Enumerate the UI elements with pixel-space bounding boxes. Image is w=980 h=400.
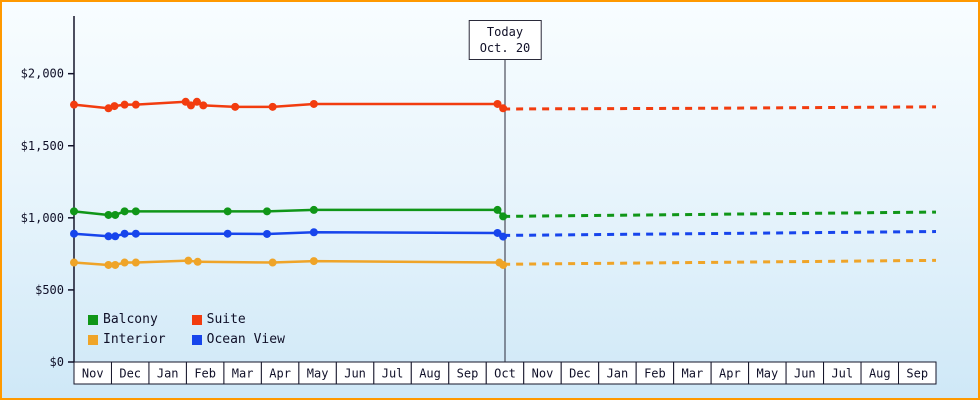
- today-label: Today: [486, 25, 524, 39]
- svg-text:Nov: Nov: [82, 367, 104, 381]
- legend-item-balcony: Balcony: [88, 312, 166, 327]
- svg-text:May: May: [757, 367, 779, 381]
- suite-swatch-icon: [191, 314, 202, 325]
- svg-text:Feb: Feb: [644, 367, 666, 381]
- today-marker: Today Oct. 20: [468, 20, 542, 60]
- svg-text:Sep: Sep: [906, 367, 928, 381]
- svg-text:$2,000: $2,000: [21, 67, 64, 81]
- svg-text:May: May: [307, 367, 329, 381]
- svg-text:Jul: Jul: [382, 367, 404, 381]
- legend-label: Interior: [103, 332, 166, 347]
- legend-label: Suite: [206, 312, 246, 327]
- svg-text:Jun: Jun: [794, 367, 816, 381]
- legend-label: Balcony: [103, 312, 158, 327]
- svg-text:Dec: Dec: [569, 367, 591, 381]
- svg-text:Apr: Apr: [269, 367, 291, 381]
- svg-text:$0: $0: [50, 355, 64, 369]
- svg-text:Mar: Mar: [682, 367, 704, 381]
- svg-text:Jun: Jun: [344, 367, 366, 381]
- today-date: Oct. 20: [479, 41, 531, 55]
- svg-text:Jan: Jan: [607, 367, 629, 381]
- svg-text:Apr: Apr: [719, 367, 741, 381]
- svg-text:Aug: Aug: [869, 367, 891, 381]
- svg-text:Feb: Feb: [194, 367, 216, 381]
- legend-item-suite: Suite: [191, 312, 285, 327]
- svg-text:$500: $500: [35, 283, 64, 297]
- balcony-swatch-icon: [88, 314, 98, 325]
- chart-legend: Balcony Suite Interior Ocean View: [88, 312, 285, 347]
- svg-text:Mar: Mar: [232, 367, 254, 381]
- svg-text:$1,000: $1,000: [21, 211, 64, 225]
- legend-label: Ocean View: [206, 332, 285, 347]
- ocean-view-swatch-icon: [191, 334, 202, 345]
- svg-text:Nov: Nov: [532, 367, 554, 381]
- legend-item-interior: Interior: [88, 332, 166, 347]
- svg-text:$1,500: $1,500: [21, 139, 64, 153]
- svg-text:Oct: Oct: [494, 367, 516, 381]
- svg-text:Dec: Dec: [119, 367, 141, 381]
- svg-text:Sep: Sep: [457, 367, 479, 381]
- svg-text:Jan: Jan: [157, 367, 179, 381]
- legend-item-ocean-view: Ocean View: [191, 332, 285, 347]
- svg-text:Jul: Jul: [831, 367, 853, 381]
- interior-swatch-icon: [88, 334, 98, 345]
- svg-text:Aug: Aug: [419, 367, 441, 381]
